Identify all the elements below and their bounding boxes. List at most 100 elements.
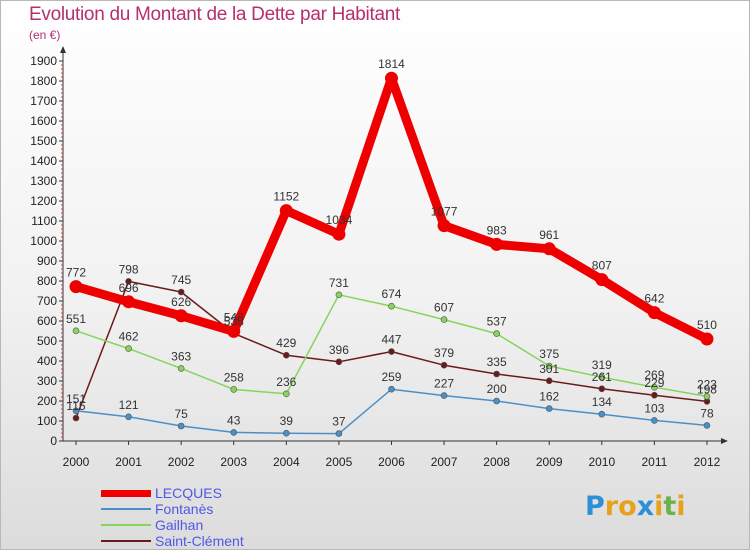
data-label: 961 xyxy=(539,228,559,242)
logo-letter: P xyxy=(585,491,605,522)
data-point xyxy=(177,422,185,430)
data-point xyxy=(493,330,500,337)
proxiti-logo: Proxiti xyxy=(585,491,686,522)
data-label: 227 xyxy=(434,377,454,391)
data-point xyxy=(332,227,346,241)
logo-letter: i xyxy=(676,491,686,522)
data-point xyxy=(542,242,556,256)
y-tick-label: 900 xyxy=(37,254,57,268)
legend-label: Gailhan xyxy=(155,517,204,533)
x-tick-label: 2003 xyxy=(220,455,247,469)
data-point xyxy=(227,324,241,338)
data-label: 983 xyxy=(487,223,507,237)
data-point xyxy=(283,351,290,359)
data-label: 548 xyxy=(224,310,244,324)
data-point xyxy=(388,348,395,355)
data-point xyxy=(72,414,80,422)
y-tick-label: 300 xyxy=(37,374,57,388)
y-tick-label: 1400 xyxy=(30,154,57,168)
data-point xyxy=(595,273,609,287)
axes: 0 100 200 300 400 500 600 700 800 900 1000 1100 1200… xyxy=(30,46,728,469)
data-label: 37 xyxy=(332,415,346,429)
data-point xyxy=(177,365,185,372)
y-tick-label: 800 xyxy=(37,274,57,288)
x-tick-label: 2011 xyxy=(641,455,667,469)
logo-letter: o xyxy=(618,491,637,522)
data-point xyxy=(440,392,448,399)
y-tick-label: 600 xyxy=(37,314,57,328)
data-labels: 115 798 745 538 429 396 447 379 335 301 261 229 198 5… xyxy=(66,57,717,428)
data-label: 1152 xyxy=(273,190,299,204)
data-label: 261 xyxy=(592,370,612,384)
data-point xyxy=(545,405,553,412)
data-label: 200 xyxy=(487,382,507,396)
logo-letter: r xyxy=(604,491,619,522)
data-point xyxy=(700,332,714,346)
data-point xyxy=(598,385,606,393)
logo-letter: i xyxy=(654,491,664,522)
y-axis-arrow xyxy=(60,46,66,53)
data-point xyxy=(384,71,398,85)
series-points xyxy=(69,71,714,437)
data-label: 798 xyxy=(119,262,139,276)
legend-label: LECQUES xyxy=(155,485,222,501)
y-tick-label: 1600 xyxy=(30,114,57,128)
x-tick-label: 2007 xyxy=(431,455,458,469)
x-tick-label: 2005 xyxy=(326,455,353,469)
data-point xyxy=(437,219,451,233)
data-label: 1077 xyxy=(431,205,458,219)
data-label: 198 xyxy=(697,382,717,396)
data-point xyxy=(125,278,132,285)
y-tick-label: 1700 xyxy=(30,94,57,108)
data-point xyxy=(703,422,711,429)
data-label: 379 xyxy=(434,346,454,360)
data-label: 396 xyxy=(329,343,349,357)
y-tick-label: 200 xyxy=(37,394,57,408)
data-point xyxy=(335,291,343,299)
data-point xyxy=(440,361,448,369)
y-tick-label: 1100 xyxy=(31,214,57,228)
data-point xyxy=(598,410,606,418)
data-point xyxy=(651,383,658,391)
x-tick-label: 2010 xyxy=(588,455,615,469)
y-tick-label: 0 xyxy=(50,434,57,448)
data-label: 642 xyxy=(644,292,664,306)
data-label: 75 xyxy=(174,407,188,421)
data-label: 447 xyxy=(381,333,401,347)
y-tick-label: 1300 xyxy=(30,174,57,188)
legend-swatch xyxy=(101,540,151,542)
data-label: 551 xyxy=(66,312,86,326)
legend-label: Fontanès xyxy=(155,501,214,517)
data-label: 259 xyxy=(381,370,401,384)
data-label: 335 xyxy=(487,355,507,369)
data-label: 731 xyxy=(329,276,349,290)
legend-swatch xyxy=(101,490,151,497)
x-tick-label: 2004 xyxy=(273,455,300,469)
data-point xyxy=(122,295,136,309)
data-point xyxy=(493,370,500,378)
data-label: 78 xyxy=(700,406,714,420)
y-tick-label: 100 xyxy=(37,414,57,428)
data-label: 510 xyxy=(697,318,717,332)
data-label: 43 xyxy=(227,413,241,427)
data-point xyxy=(493,397,500,405)
legend-swatch xyxy=(101,524,151,526)
y-tick-label: 700 xyxy=(37,294,57,308)
chart-title: Evolution du Montant de la Dette par Hab… xyxy=(29,4,400,25)
data-point xyxy=(651,391,658,399)
logo-letter: t xyxy=(663,491,677,522)
data-point xyxy=(283,429,290,437)
logo-letter: x xyxy=(636,491,655,522)
y-tick-label: 1200 xyxy=(30,194,57,208)
data-point xyxy=(335,358,343,366)
data-point xyxy=(72,327,80,335)
y-tick-label: 500 xyxy=(37,334,57,348)
data-label: 537 xyxy=(487,315,507,329)
data-label: 236 xyxy=(276,375,296,389)
data-label: 674 xyxy=(381,287,401,301)
data-point xyxy=(545,362,553,370)
x-axis-arrow xyxy=(720,438,728,444)
data-label: 1814 xyxy=(378,57,405,71)
data-point xyxy=(279,204,293,218)
